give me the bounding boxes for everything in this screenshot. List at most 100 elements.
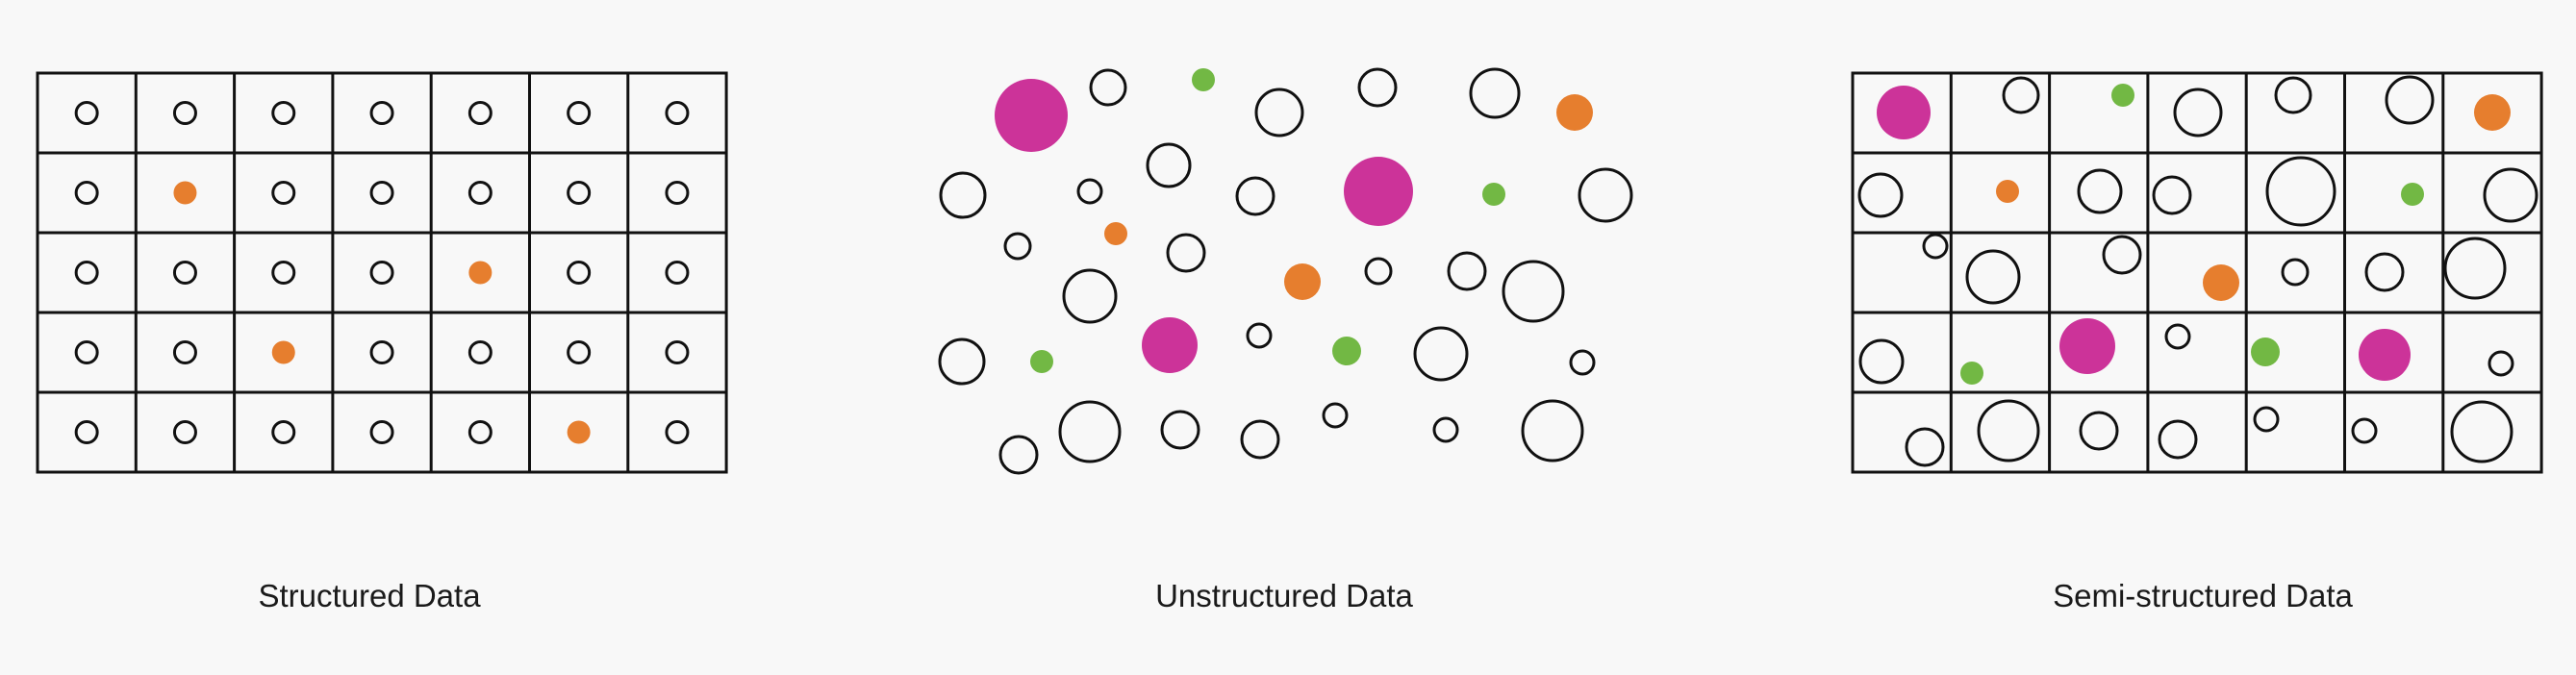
semi-empty-circle (2002, 76, 2040, 114)
structured-empty-circle (74, 101, 99, 125)
structured-orange-dot (468, 261, 492, 285)
structured-empty-circle (665, 181, 690, 205)
unstructured-magenta-dot (1142, 317, 1198, 373)
unstructured-empty-circle (1235, 176, 1275, 216)
structured-empty-circle (567, 181, 592, 205)
semi-empty-circle (2385, 75, 2435, 125)
semi-green-dot (2401, 183, 2424, 206)
structured-empty-circle (467, 101, 492, 125)
structured-empty-circle (172, 261, 197, 285)
structured-data-caption: Structured Data (258, 578, 481, 613)
structured-orange-dot (271, 340, 295, 364)
structured-orange-dot (173, 181, 197, 205)
unstructured-empty-circle (1432, 416, 1459, 443)
semi-empty-circle (2265, 156, 2336, 227)
unstructured-orange-dot (1556, 94, 1593, 131)
semi-empty-circle (2281, 258, 2310, 287)
semi-structured-data-panel: Semi-structured Data (1851, 71, 2543, 613)
unstructured-empty-circle (1076, 178, 1103, 205)
structured-empty-circle (665, 420, 690, 444)
unstructured-empty-circle (939, 171, 987, 219)
semi-empty-circle (2450, 400, 2513, 463)
structured-empty-circle (172, 101, 197, 125)
unstructured-empty-circle (1569, 349, 1596, 376)
semi-magenta-dot (2359, 329, 2411, 381)
semi-green-dot (2111, 84, 2134, 107)
unstructured-data-panel: Unstructured Data (938, 67, 1633, 613)
semi-empty-circle (2158, 419, 2198, 460)
semi-structured-data-caption: Semi-structured Data (2053, 578, 2353, 613)
semi-empty-circle (1858, 338, 1905, 385)
semi-green-dot (2251, 338, 2280, 366)
structured-empty-circle (74, 340, 99, 364)
unstructured-green-dot (1482, 183, 1505, 206)
unstructured-orange-dot (1104, 222, 1127, 245)
structured-empty-circle (271, 261, 296, 285)
structured-empty-circle (665, 101, 690, 125)
unstructured-empty-circle (1578, 167, 1633, 223)
semi-empty-circle (1905, 427, 1945, 467)
semi-empty-circle (2152, 175, 2192, 215)
structured-empty-circle (74, 181, 99, 205)
unstructured-magenta-dot (995, 79, 1068, 152)
unstructured-green-dot (1030, 350, 1053, 373)
structured-grid (36, 71, 728, 474)
structured-empty-circle (665, 261, 690, 285)
semi-structured-dots (1857, 75, 2538, 467)
semi-orange-dot (2203, 264, 2239, 301)
unstructured-empty-circle (1357, 67, 1398, 108)
unstructured-empty-circle (1447, 251, 1487, 291)
structured-empty-circle (369, 420, 394, 444)
unstructured-empty-circle (1502, 260, 1565, 323)
unstructured-magenta-dot (1344, 157, 1413, 226)
structured-empty-circle (271, 420, 296, 444)
unstructured-empty-circle (1062, 268, 1118, 324)
semi-structured-grid (1851, 71, 2543, 474)
unstructured-empty-circle (1166, 233, 1206, 273)
structured-orange-dot (567, 420, 591, 444)
semi-orange-dot (1996, 180, 2019, 203)
unstructured-empty-circle (938, 338, 986, 386)
unstructured-dots (938, 67, 1633, 475)
semi-empty-circle (2164, 323, 2191, 350)
unstructured-empty-circle (1521, 399, 1584, 462)
structured-empty-circle (172, 340, 197, 364)
unstructured-empty-circle (1240, 419, 1280, 460)
semi-empty-circle (2253, 406, 2280, 433)
structured-empty-circle (567, 340, 592, 364)
structured-empty-circle (271, 101, 296, 125)
semi-green-dot (1960, 362, 1983, 385)
semi-empty-circle (2079, 411, 2119, 451)
semi-empty-circle (2102, 235, 2142, 275)
semi-empty-circle (2173, 88, 2223, 138)
unstructured-green-dot (1332, 337, 1361, 365)
structured-empty-circle (567, 101, 592, 125)
semi-empty-circle (1922, 233, 1949, 260)
structured-empty-circle (369, 101, 394, 125)
unstructured-empty-circle (1146, 142, 1192, 188)
semi-empty-circle (1857, 172, 1904, 218)
structured-empty-circle (271, 181, 296, 205)
unstructured-empty-circle (1254, 88, 1304, 138)
semi-empty-circle (2351, 417, 2378, 444)
structured-empty-circle (467, 420, 492, 444)
semi-empty-circle (2364, 252, 2405, 292)
unstructured-green-dot (1192, 68, 1215, 91)
unstructured-empty-circle (998, 435, 1039, 475)
unstructured-empty-circle (1160, 410, 1200, 450)
unstructured-empty-circle (1089, 68, 1127, 107)
structured-empty-circle (74, 420, 99, 444)
semi-empty-circle (2483, 167, 2538, 223)
semi-empty-circle (2488, 350, 2514, 377)
semi-orange-dot (2474, 94, 2511, 131)
structured-empty-circle (567, 261, 592, 285)
unstructured-empty-circle (1246, 322, 1273, 349)
structured-empty-circle (369, 340, 394, 364)
unstructured-empty-circle (1364, 257, 1393, 286)
semi-empty-circle (2274, 76, 2312, 114)
unstructured-data-caption: Unstructured Data (1155, 578, 1413, 613)
structured-empty-circle (74, 261, 99, 285)
semi-empty-circle (1977, 399, 2040, 462)
structured-dots (74, 101, 690, 444)
